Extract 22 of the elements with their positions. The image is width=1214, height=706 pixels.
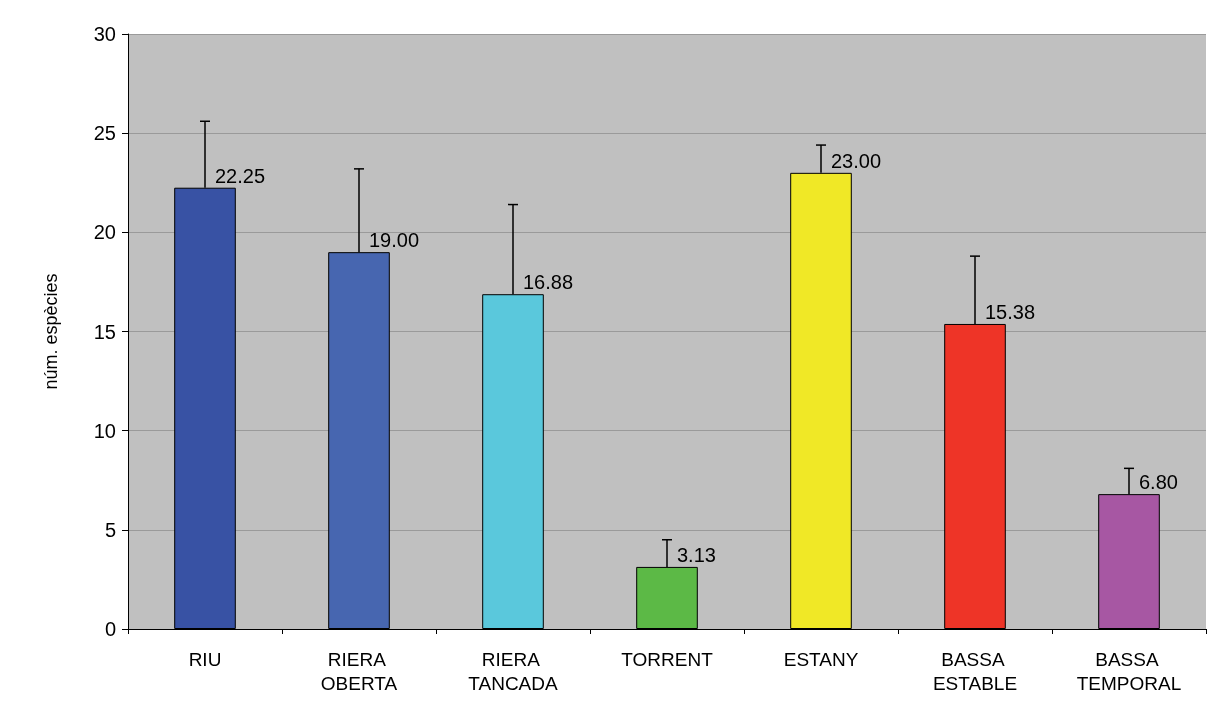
x-tick-label: RIERA TANCADA <box>468 648 559 694</box>
x-tick-label: TORRENT <box>621 648 714 670</box>
data-label: 6.80 <box>1139 471 1178 494</box>
data-label: 15.38 <box>985 300 1036 323</box>
x-tick-label: ESTANY <box>783 648 859 670</box>
data-label: 3.13 <box>677 543 716 566</box>
x-tick-label: RIU <box>188 648 222 670</box>
data-label: 23.00 <box>831 149 882 172</box>
data-label: 16.88 <box>523 271 574 294</box>
y-tick-label: 25 <box>93 122 116 145</box>
y-tick-label: 15 <box>93 320 116 343</box>
y-axis-title: núm. espècies <box>41 273 61 390</box>
x-tick-label: RIERA OBERTA <box>320 648 398 694</box>
data-label: 22.25 <box>215 164 266 187</box>
data-label: 19.00 <box>369 229 420 252</box>
y-tick-label: 20 <box>93 221 116 244</box>
y-tick-label: 10 <box>93 419 116 442</box>
x-tick-label: BASSA TEMPORAL <box>1076 648 1182 694</box>
y-tick-label: 0 <box>104 618 116 640</box>
y-tick-label: 5 <box>104 518 116 541</box>
y-tick-label: 30 <box>93 23 116 45</box>
x-tick-label: BASSA ESTABLE <box>932 648 1018 694</box>
